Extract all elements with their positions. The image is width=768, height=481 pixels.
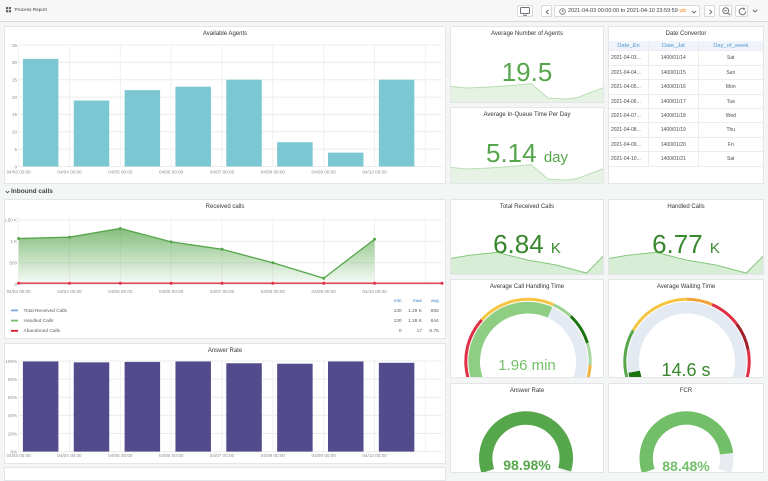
svg-text:04/09 00:00: 04/09 00:00 — [312, 453, 337, 458]
svg-text:60%: 60% — [8, 395, 17, 400]
svg-text:8.75: 8.75 — [429, 328, 439, 334]
svg-text:04/03 00:00: 04/03 00:00 — [6, 169, 31, 174]
svg-text:04/07 00:00: 04/07 00:00 — [210, 289, 235, 294]
svg-text:04/04 00:00: 04/04 00:00 — [57, 169, 82, 174]
svg-text:35: 35 — [12, 43, 18, 48]
svg-text:855: 855 — [431, 307, 439, 313]
svg-text:04/10 00:00: 04/10 00:00 — [362, 289, 387, 294]
svg-text:25: 25 — [12, 78, 18, 83]
svg-text:04/06 00:00: 04/06 00:00 — [159, 289, 184, 294]
svg-text:04/10 00:00: 04/10 00:00 — [362, 169, 387, 174]
svg-text:20%: 20% — [8, 431, 17, 436]
svg-text:04/09 00:00: 04/09 00:00 — [312, 289, 337, 294]
svg-text:130: 130 — [394, 318, 402, 324]
svg-text:30: 30 — [12, 60, 18, 65]
svg-text:17: 17 — [417, 328, 423, 334]
svg-text:40%: 40% — [8, 413, 17, 418]
svg-text:04/07 00:00: 04/07 00:00 — [210, 453, 235, 458]
svg-text:500: 500 — [9, 260, 17, 265]
svg-text:04/05 00:00: 04/05 00:00 — [108, 289, 133, 294]
svg-text:max: max — [413, 298, 423, 303]
svg-text:844: 844 — [431, 318, 439, 324]
svg-text:04/05 00:00: 04/05 00:00 — [108, 453, 133, 458]
svg-text:1.50 K: 1.50 K — [5, 217, 18, 222]
svg-text:04/08 00:00: 04/08 00:00 — [261, 169, 286, 174]
svg-text:15: 15 — [12, 112, 18, 117]
svg-text:10: 10 — [12, 130, 18, 135]
svg-text:04/06 00:00: 04/06 00:00 — [159, 453, 184, 458]
svg-text:80%: 80% — [8, 376, 17, 381]
svg-text:avg: avg — [431, 298, 439, 303]
svg-text:04/04 00:00: 04/04 00:00 — [57, 289, 82, 294]
svg-text:04/03 00:00: 04/03 00:00 — [6, 453, 31, 458]
svg-text:04/04 00:00: 04/04 00:00 — [57, 453, 82, 458]
svg-text:Total Received Calls: Total Received Calls — [24, 307, 68, 313]
svg-text:100%: 100% — [5, 358, 17, 363]
svg-text:130: 130 — [394, 307, 402, 313]
svg-text:04/06 00:00: 04/06 00:00 — [159, 169, 184, 174]
svg-text:04/10 00:00: 04/10 00:00 — [362, 453, 387, 458]
svg-text:Abandoned Calls: Abandoned Calls — [24, 328, 61, 334]
svg-text:04/05 00:00: 04/05 00:00 — [108, 169, 133, 174]
svg-text:Handled Calls: Handled Calls — [24, 318, 54, 324]
svg-text:04/03 00:00: 04/03 00:00 — [6, 289, 31, 294]
svg-text:0: 0 — [399, 328, 402, 334]
svg-text:1.29 K: 1.29 K — [408, 307, 423, 313]
svg-text:0: 0 — [15, 164, 18, 169]
svg-text:04/07 00:00: 04/07 00:00 — [210, 169, 235, 174]
svg-text:20: 20 — [12, 95, 18, 100]
svg-text:min: min — [394, 297, 402, 303]
svg-text:0: 0 — [15, 282, 18, 287]
svg-text:04/08 00:00: 04/08 00:00 — [261, 289, 286, 294]
svg-text:0%: 0% — [10, 449, 17, 454]
svg-text:04/09 00:00: 04/09 00:00 — [312, 169, 337, 174]
svg-text:5: 5 — [15, 147, 18, 152]
svg-text:04/08 00:00: 04/08 00:00 — [261, 453, 286, 458]
svg-text:1 K: 1 K — [10, 239, 18, 244]
svg-text:1.28 K: 1.28 K — [408, 318, 423, 324]
